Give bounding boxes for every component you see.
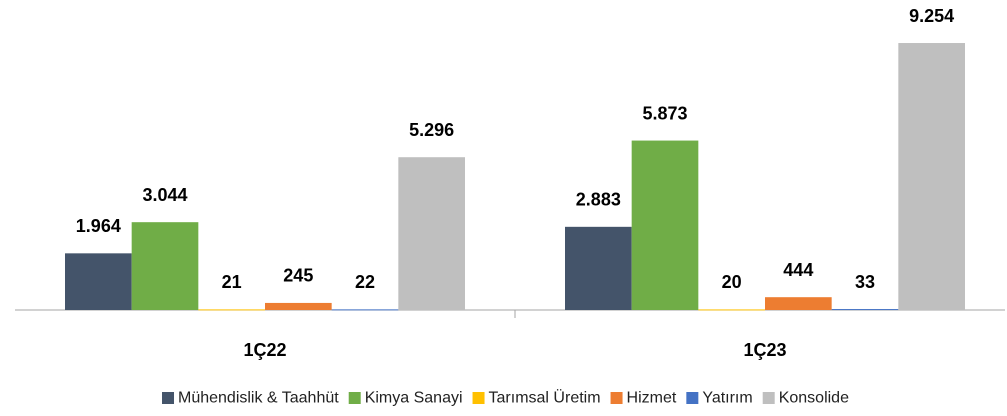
bar [898,43,965,311]
legend-swatch [472,392,485,404]
value-label: 444 [783,260,813,280]
value-label: 245 [283,266,313,286]
bar [131,222,199,310]
bar [565,226,632,310]
legend-swatch [686,392,699,404]
legend-swatch [348,392,361,404]
bar [265,302,332,310]
x-tick-label: 1Ç23 [743,340,786,360]
value-label: 20 [722,272,742,292]
value-label: 5.296 [409,120,454,140]
legend-label: Hizmet [627,390,677,407]
bar [331,309,399,311]
value-label: 33 [855,272,875,292]
value-label: 2.883 [576,190,621,210]
legend-swatch [162,392,175,404]
bar [765,297,832,310]
value-label: 3.044 [142,185,187,205]
bar [198,309,265,311]
value-label: 22 [355,272,375,292]
bar [831,309,899,311]
bar [65,253,132,310]
value-label: 5.873 [642,103,687,123]
legend-label: Mühendislik & Taahhüt [178,390,339,407]
legend-label: Konsolide [779,390,849,407]
bar [398,157,465,310]
legend-label: Tarımsal Üretim [489,389,601,407]
legend-label: Yatırım [702,390,752,407]
x-tick-label: 1Ç22 [243,340,286,360]
bar [698,309,765,311]
value-label: 1.964 [76,216,121,236]
legend-swatch [610,392,623,404]
bar [631,140,699,310]
value-label: 21 [222,272,242,292]
value-label: 9.254 [909,6,954,26]
legend-label: Kimya Sanayi [365,390,463,407]
legend-swatch [762,392,775,404]
